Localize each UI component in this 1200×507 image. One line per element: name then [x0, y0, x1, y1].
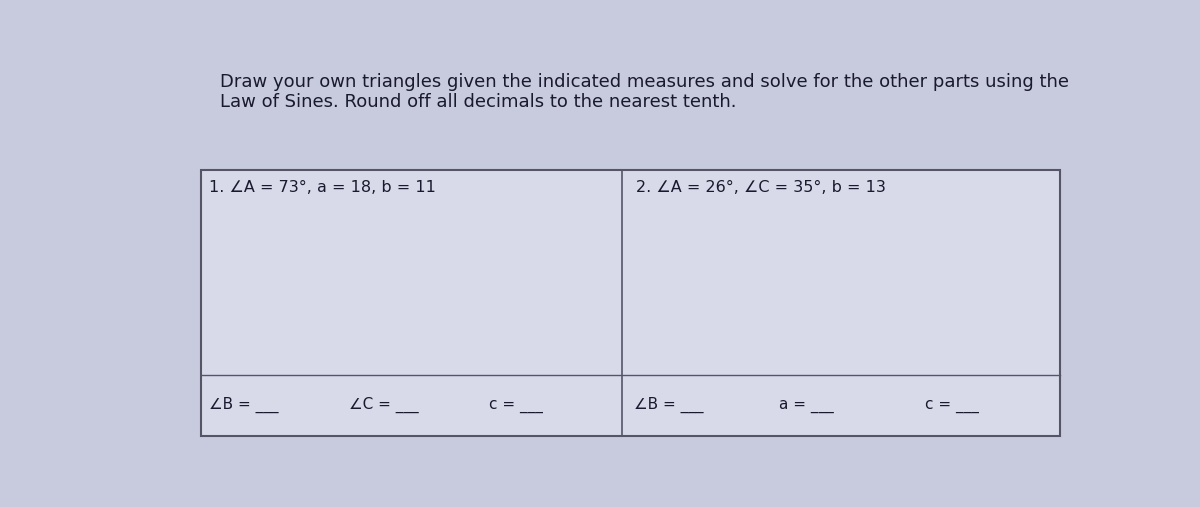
Bar [202, 170, 1060, 436]
Text: 1. ∠A = 73°, a = 18, b = 11: 1. ∠A = 73°, a = 18, b = 11 [209, 180, 436, 195]
Text: Draw your own triangles given the indicated measures and solve for the other par: Draw your own triangles given the indica… [220, 73, 1069, 112]
Text: ∠B = ___: ∠B = ___ [209, 397, 278, 414]
Text: ∠B = ___: ∠B = ___ [634, 397, 703, 414]
Text: 2. ∠A = 26°, ∠C = 35°, b = 13: 2. ∠A = 26°, ∠C = 35°, b = 13 [636, 180, 887, 195]
Text: c = ___: c = ___ [925, 398, 979, 413]
Text: c = ___: c = ___ [490, 398, 544, 413]
Text: ∠C = ___: ∠C = ___ [349, 397, 419, 414]
Text: a = ___: a = ___ [779, 398, 834, 413]
